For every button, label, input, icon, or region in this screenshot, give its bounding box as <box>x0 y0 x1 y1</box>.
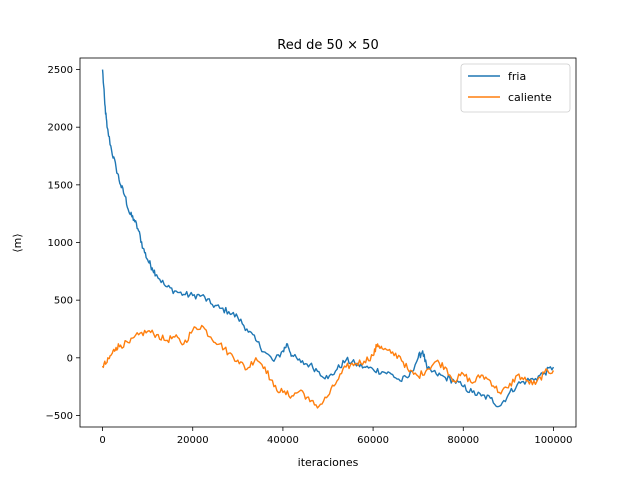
y-tick-label: 2000 <box>48 123 73 134</box>
y-axis: −500 0 500 1000 1500 2000 2500 <box>46 65 80 422</box>
y-axis-title: ⟨m⟩ <box>11 233 24 252</box>
x-tick-label: 40000 <box>267 435 299 446</box>
y-tick-label: −500 <box>46 411 73 422</box>
series-line-fria <box>101 69 555 408</box>
y-tick-label: 1000 <box>48 238 73 249</box>
series-layer <box>101 69 555 409</box>
x-tick-label: 20000 <box>177 435 209 446</box>
x-axis: 0 20000 40000 60000 80000 100000 <box>99 427 573 446</box>
chart-title: Red de 50 × 50 <box>277 38 378 53</box>
series-line-caliente <box>101 324 555 409</box>
legend-label-caliente: caliente <box>508 91 552 104</box>
y-tick-label: 2500 <box>48 65 73 76</box>
x-tick-label: 0 <box>99 435 105 446</box>
x-tick-label: 80000 <box>447 435 479 446</box>
x-tick-label: 100000 <box>534 435 572 446</box>
y-tick-label: 500 <box>54 296 73 307</box>
y-tick-label: 0 <box>67 353 73 364</box>
legend: fria caliente <box>460 63 571 113</box>
x-axis-title: iteraciones <box>298 456 359 469</box>
y-tick-label: 1500 <box>48 180 73 191</box>
legend-label-fria: fria <box>508 70 526 83</box>
x-tick-label: 60000 <box>357 435 389 446</box>
